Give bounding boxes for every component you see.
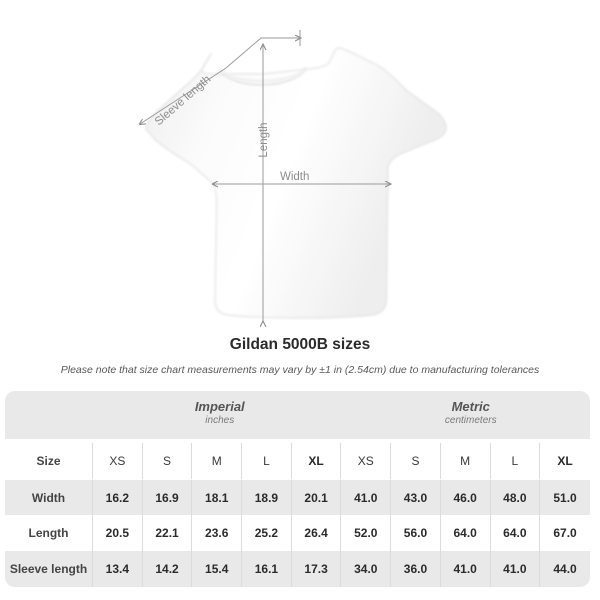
svg-text:Width: Width (280, 171, 309, 183)
svg-text:Length: Length (258, 122, 270, 157)
